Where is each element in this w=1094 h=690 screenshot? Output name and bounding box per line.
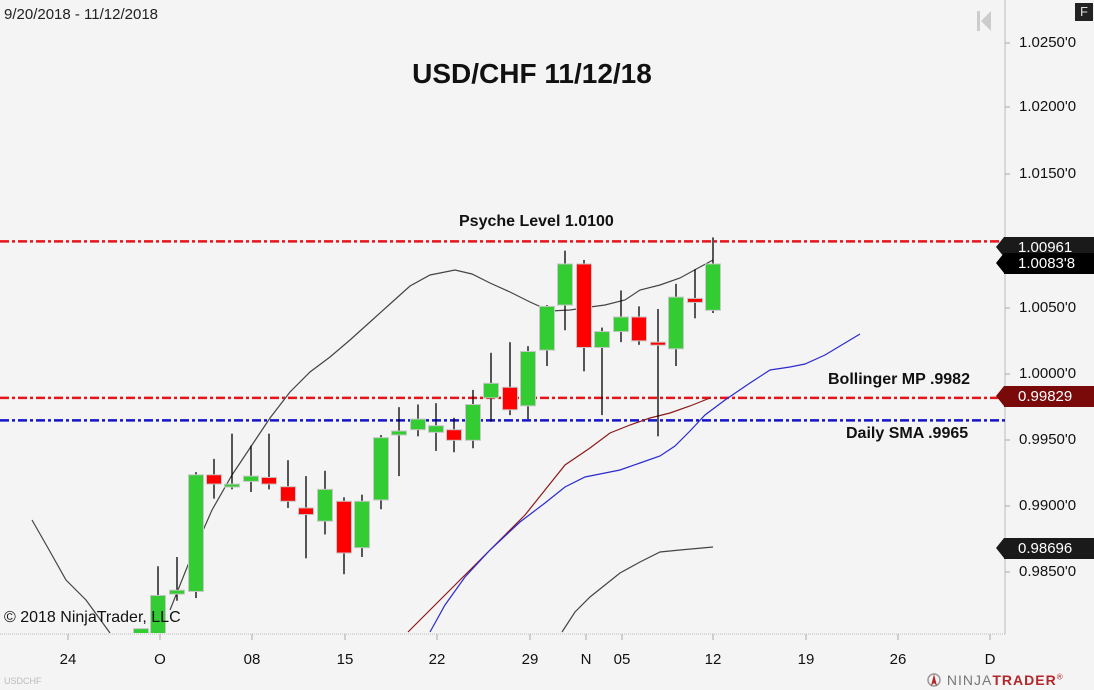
candle-body xyxy=(650,341,666,346)
candle-body xyxy=(483,382,499,399)
x-tick-label: 26 xyxy=(889,651,907,668)
bollinger-mp-annotation: Bollinger MP .9982 xyxy=(828,371,970,388)
x-tick-label: O xyxy=(154,651,166,668)
psyche-level-annotation: Psyche Level 1.0100 xyxy=(459,213,614,230)
indicator-line xyxy=(169,259,714,611)
candle-body xyxy=(410,418,426,431)
candle-body xyxy=(613,316,629,333)
x-tick-label: 24 xyxy=(59,651,77,668)
x-tick-label: 12 xyxy=(704,651,722,668)
candle-body xyxy=(206,474,222,485)
x-tick-label: D xyxy=(984,651,996,668)
bollinger-lower-price-marker: 0.98696 xyxy=(996,538,1094,559)
y-tick-label: 1.0200'0 xyxy=(1019,98,1077,115)
candle-body xyxy=(428,425,444,433)
candle-body xyxy=(188,474,204,592)
x-tick-label: 08 xyxy=(243,651,261,668)
candle-body xyxy=(317,488,333,522)
instrument-symbol: USDCHF xyxy=(4,676,42,686)
candle-body xyxy=(502,386,518,411)
copyright-text: © 2018 NinjaTrader, LLC xyxy=(4,609,181,626)
y-tick-label: 0.9850'0 xyxy=(1019,563,1077,580)
x-tick-label: 15 xyxy=(336,651,354,668)
x-tick-label: 22 xyxy=(428,651,446,668)
y-tick-label: 1.0050'0 xyxy=(1019,299,1077,316)
candle-body xyxy=(576,263,592,348)
candle-body xyxy=(336,500,352,554)
date-range: 9/20/2018 - 11/12/2018 xyxy=(4,6,159,23)
candle-body xyxy=(243,475,259,482)
candle-body xyxy=(354,500,370,549)
candle-body xyxy=(150,594,166,633)
psyche-price-marker: 1.00961 xyxy=(996,237,1094,258)
candle-body xyxy=(539,305,555,351)
candle-body xyxy=(298,507,314,516)
candle-body xyxy=(594,331,610,348)
candle-body xyxy=(446,429,462,441)
candle-body xyxy=(261,476,277,485)
candle-body xyxy=(520,350,536,407)
x-tick-label: 19 xyxy=(797,651,815,668)
candle-body xyxy=(705,263,721,311)
indicator-line xyxy=(429,333,861,633)
y-tick-label: 1.0150'0 xyxy=(1019,165,1077,182)
candle-body xyxy=(280,486,296,502)
candle-body xyxy=(224,483,240,488)
f-button[interactable]: F xyxy=(1075,3,1093,21)
daily-sma-annotation: Daily SMA .9965 xyxy=(846,425,969,442)
candle-body xyxy=(687,297,703,303)
indicator-line xyxy=(31,519,111,633)
chart-title: USD/CHF 11/12/18 xyxy=(412,58,652,89)
candle-body xyxy=(133,628,149,633)
x-tick-label: 29 xyxy=(521,651,539,668)
bollinger-price-marker: 0.99829 xyxy=(996,386,1094,407)
ninjatrader-logo-icon xyxy=(927,673,941,687)
indicator-line xyxy=(561,546,714,633)
candle-body xyxy=(557,263,573,306)
y-tick-label: 1.0000'0 xyxy=(1019,365,1077,382)
x-tick-label: 05 xyxy=(613,651,631,668)
x-tick-label: N xyxy=(580,651,592,668)
candle-body xyxy=(391,430,407,436)
candle-body xyxy=(465,403,481,441)
indicator-line xyxy=(407,397,711,633)
skip-to-start-icon[interactable] xyxy=(976,10,992,32)
candle-body xyxy=(631,316,647,342)
y-tick-label: 1.0250'0 xyxy=(1019,34,1077,51)
y-tick-label: 0.9950'0 xyxy=(1019,431,1077,448)
candle-body xyxy=(169,589,185,595)
y-tick-label: 0.9900'0 xyxy=(1019,497,1077,514)
last-price-marker: 1.0083'8 xyxy=(996,253,1094,274)
candle-body xyxy=(668,296,684,350)
candle-body xyxy=(373,437,389,501)
ninjatrader-logo: NINJATRADER® xyxy=(926,672,1064,688)
